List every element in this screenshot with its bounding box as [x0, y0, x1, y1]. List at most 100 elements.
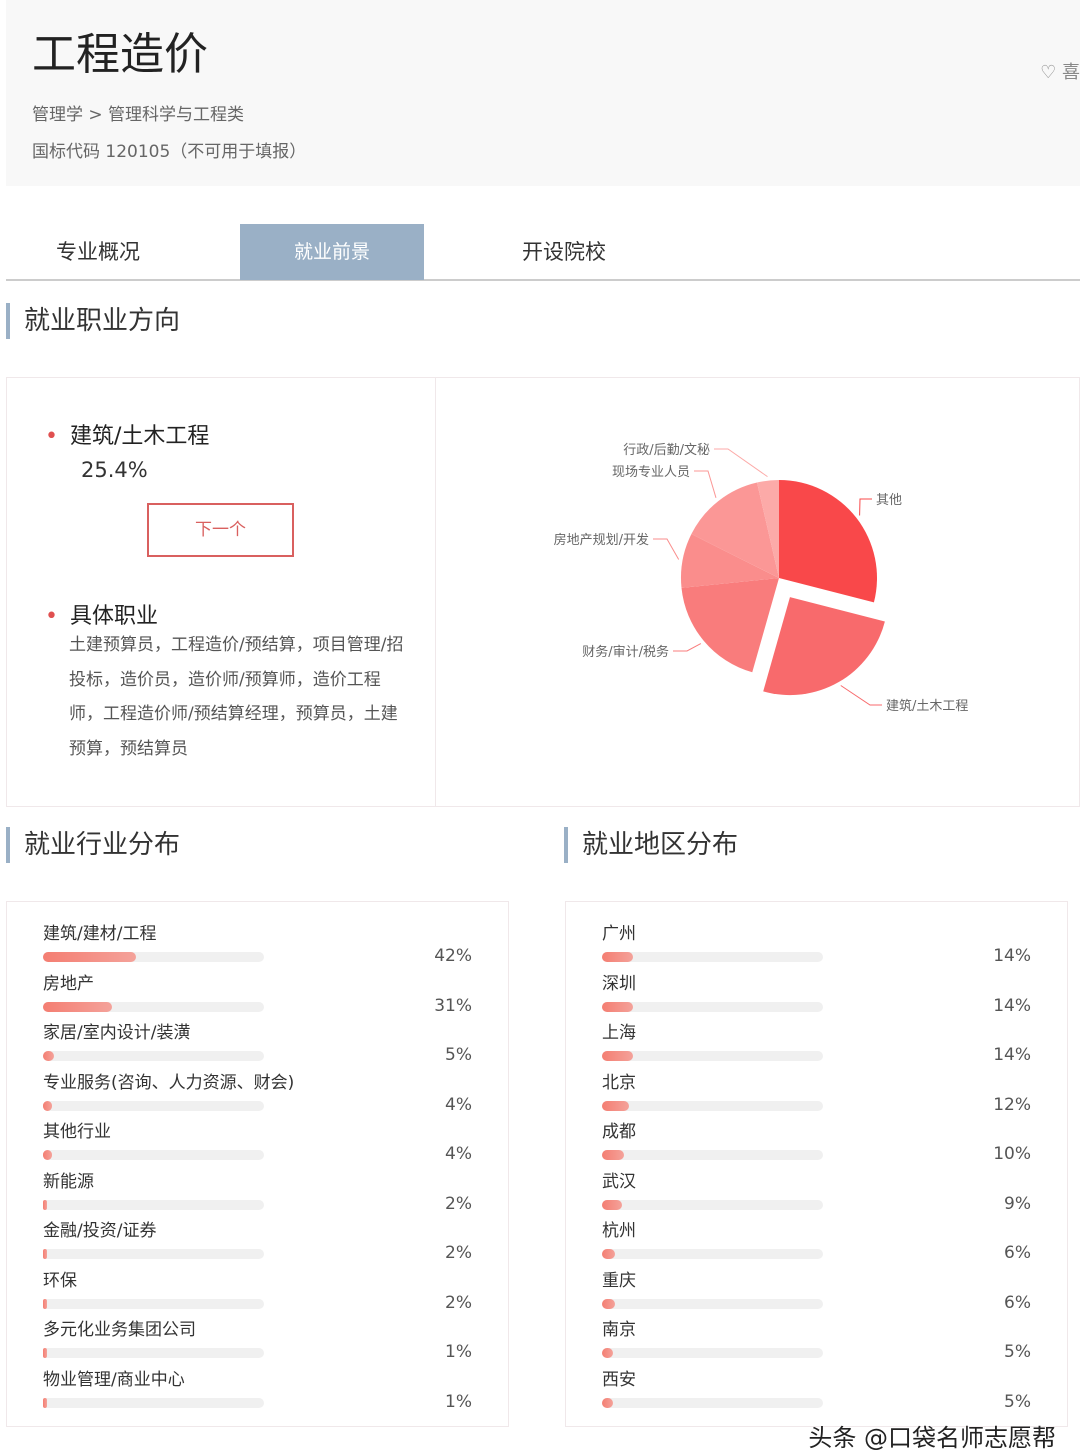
- progress-fill: [43, 1051, 55, 1061]
- region-list: 广州 14% 深圳 14% 上海 14% 北京 12% 成都 10% 武汉 9% 杭州 6%…: [565, 901, 1068, 1427]
- pie-label: 行政/后勤/文秘: [623, 443, 710, 458]
- jobs-title-text: 具体职业: [69, 604, 158, 629]
- list-item: 北京 12%: [566, 1073, 1067, 1123]
- pie-leader-line: [653, 538, 680, 560]
- progress-track: [602, 1051, 823, 1061]
- tab-overview[interactable]: 专业概况: [56, 240, 140, 264]
- progress-track: [602, 1001, 823, 1012]
- item-value: 5%: [445, 1045, 472, 1065]
- section-title-industry: 就业行业分布: [6, 827, 180, 863]
- progress-track: [602, 1100, 823, 1111]
- item-name: 西安: [602, 1369, 636, 1390]
- item-name: 新能源: [43, 1171, 94, 1192]
- item-name: 物业管理/商业中心: [43, 1369, 185, 1390]
- progress-fill: [43, 1249, 48, 1259]
- progress-fill: [602, 1100, 629, 1111]
- progress-track: [43, 1100, 264, 1111]
- item-value: 14%: [993, 995, 1031, 1016]
- career-detail-panel: • 建筑/土木工程 25.4% 下一个 • 具体职业 土建预算员，工程造价/预结算，…: [6, 377, 436, 807]
- list-item: 其他行业 4%: [7, 1122, 508, 1172]
- progress-track: [602, 1199, 823, 1210]
- pie-slice[interactable]: [681, 534, 779, 588]
- list-item: 物业管理/商业中心 1%: [7, 1370, 508, 1420]
- progress-track: [43, 1298, 264, 1309]
- major-header: 工程造价 管理学 > 管理科学与工程类 国标代码 120105（不可用于填报） …: [6, 0, 1080, 186]
- item-name: 北京: [602, 1072, 636, 1093]
- item-value: 4%: [445, 1094, 472, 1115]
- progress-fill: [43, 1150, 52, 1160]
- progress-track: [43, 1249, 264, 1259]
- favorite-button[interactable]: ♡ 喜: [1040, 58, 1080, 84]
- jobs-title: • 具体职业: [45, 598, 158, 630]
- progress-fill: [43, 1397, 48, 1408]
- item-value: 10%: [993, 1144, 1031, 1164]
- item-value: 1%: [445, 1391, 472, 1412]
- item-value: 31%: [434, 995, 472, 1016]
- progress-track: [43, 1397, 264, 1408]
- progress-track: [602, 1348, 823, 1358]
- top-career-name: 建筑/土木工程: [69, 424, 210, 449]
- list-item: 上海 14%: [566, 1023, 1067, 1073]
- progress-fill: [43, 1100, 52, 1111]
- list-item: 重庆 6%: [566, 1271, 1067, 1321]
- progress-track: [43, 1051, 264, 1061]
- progress-fill: [602, 1001, 633, 1012]
- list-item: 武汉 9%: [566, 1172, 1067, 1222]
- section-title-career: 就业职业方向: [6, 303, 180, 339]
- item-name: 建筑/建材/工程: [43, 924, 157, 944]
- item-name: 其他行业: [43, 1122, 111, 1142]
- list-item: 广州 14%: [566, 924, 1067, 974]
- list-item: 家居/室内设计/装潢 5%: [7, 1023, 508, 1073]
- progress-fill: [43, 952, 136, 962]
- tab-employment[interactable]: 就业前景: [240, 224, 424, 280]
- page-title: 工程造价: [32, 29, 208, 80]
- progress-track: [602, 1249, 823, 1259]
- item-value: 5%: [1004, 1391, 1031, 1412]
- tab-bar: 专业概况 就业前景 开设院校: [6, 224, 1080, 281]
- pie-leader-line: [673, 643, 702, 652]
- pie-slice[interactable]: [757, 480, 779, 578]
- item-name: 金融/投资/证券: [43, 1221, 157, 1241]
- jobs-list: 土建预算员，工程造价/预结算，项目管理/招投标，造价员，造价师/预算师，造价工程…: [69, 635, 404, 759]
- list-item: 金融/投资/证券 2%: [7, 1221, 508, 1271]
- tab-schools[interactable]: 开设院校: [522, 240, 606, 264]
- item-value: 2%: [445, 1243, 472, 1263]
- next-button[interactable]: 下一个: [147, 503, 294, 557]
- list-item: 专业服务(咨询、人力资源、财会) 4%: [7, 1073, 508, 1123]
- national-code: 国标代码 120105（不可用于填报）: [32, 142, 307, 162]
- industry-list: 建筑/建材/工程 42% 房地产 31% 家居/室内设计/装潢 5% 专业服务(咨询、…: [6, 901, 509, 1427]
- progress-track: [602, 1397, 823, 1408]
- list-item: 成都 10%: [566, 1122, 1067, 1172]
- progress-fill: [602, 952, 633, 962]
- progress-fill: [602, 1249, 616, 1259]
- list-item: 深圳 14%: [566, 974, 1067, 1024]
- item-value: 6%: [1004, 1292, 1031, 1313]
- item-value: 14%: [993, 1045, 1031, 1065]
- pie-slice[interactable]: [681, 578, 779, 673]
- item-value: 2%: [445, 1193, 472, 1214]
- progress-fill: [602, 1051, 633, 1061]
- item-name: 杭州: [602, 1221, 636, 1241]
- progress-fill: [43, 1001, 112, 1012]
- list-item: 杭州 6%: [566, 1221, 1067, 1271]
- progress-track: [43, 1001, 264, 1012]
- list-item: 环保 2%: [7, 1271, 508, 1321]
- pie-label: 其他: [876, 493, 902, 508]
- breadcrumb[interactable]: 管理学 > 管理科学与工程类: [32, 105, 245, 125]
- item-name: 环保: [43, 1270, 77, 1291]
- item-name: 重庆: [602, 1270, 636, 1291]
- pie-slice[interactable]: [691, 482, 779, 578]
- progress-fill: [602, 1150, 625, 1160]
- pie-label: 建筑/土木工程: [886, 698, 968, 714]
- item-value: 5%: [1004, 1342, 1031, 1362]
- progress-fill: [602, 1397, 614, 1408]
- progress-track: [43, 1150, 264, 1160]
- pie-slice[interactable]: [763, 597, 885, 696]
- favorite-label: 喜: [1062, 62, 1080, 83]
- pie-slice[interactable]: [779, 480, 877, 603]
- pie-leader-line: [859, 498, 872, 516]
- item-name: 房地产: [43, 973, 94, 994]
- progress-fill: [43, 1298, 48, 1309]
- item-name: 多元化业务集团公司: [43, 1320, 196, 1340]
- pie-leader-line: [714, 448, 768, 478]
